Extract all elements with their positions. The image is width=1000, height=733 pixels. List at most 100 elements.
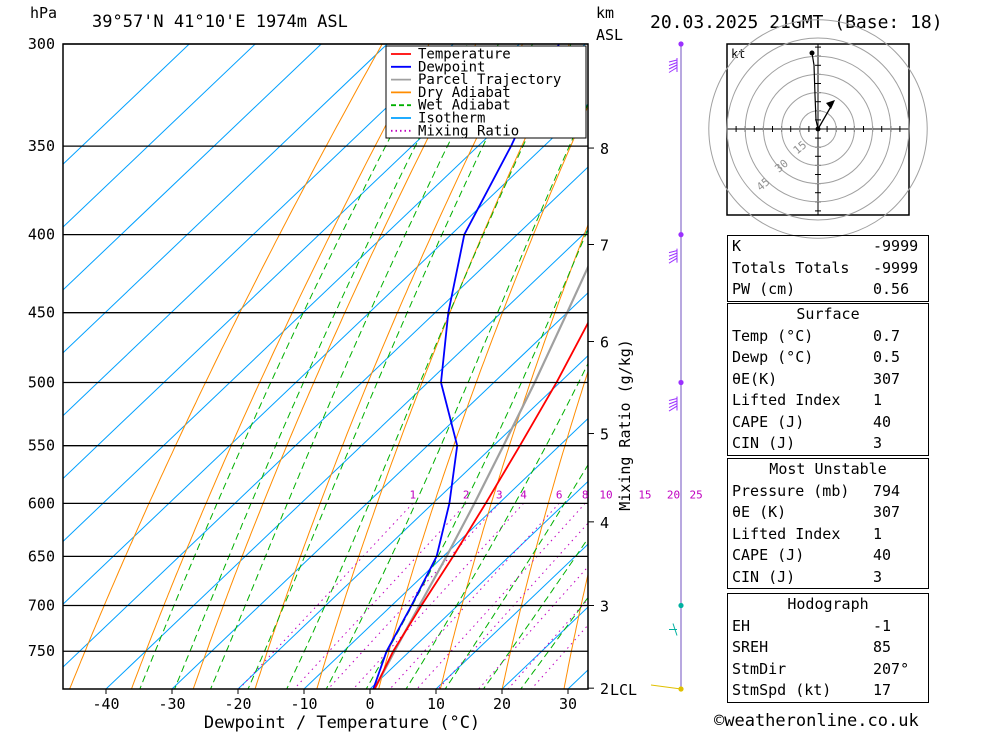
km-tick-label: 3 bbox=[600, 597, 609, 615]
mixing-ratio-label: 10 bbox=[599, 488, 612, 501]
mixing-ratio-label: 20 bbox=[667, 488, 680, 501]
x-axis-title: Dewpoint / Temperature (°C) bbox=[204, 713, 480, 733]
hodo-row-stmspd: StmSpd (kt) 17 bbox=[732, 681, 892, 699]
mixing-ratio-line bbox=[531, 624, 588, 689]
isotherm-line bbox=[105, 229, 588, 689]
wet-adiabat-line bbox=[405, 362, 588, 689]
km-unit-label: km bbox=[596, 4, 615, 22]
hodograph-ring bbox=[762, 73, 874, 185]
dry-adiabat-line bbox=[130, 44, 430, 689]
hpa-unit-label: hPa bbox=[30, 4, 58, 22]
dry-adiabat-line bbox=[69, 44, 383, 689]
surface-row-theta-e: θE(K) 307 bbox=[732, 369, 901, 388]
pressure-tick-label: 550 bbox=[28, 437, 55, 455]
legend-label: Mixing Ratio bbox=[418, 123, 519, 139]
dry-adiabat-line bbox=[316, 44, 570, 689]
wind-level-dot bbox=[678, 602, 684, 609]
mixing-ratio-line bbox=[327, 502, 500, 689]
wet-adiabat-line bbox=[174, 44, 469, 689]
mu-row-theta-e: θE (K) 307 bbox=[732, 503, 901, 521]
isotherm-line bbox=[63, 44, 322, 291]
wind-barb bbox=[668, 398, 678, 402]
asl-unit-label: ASL bbox=[596, 26, 624, 44]
wet-adiabat-line bbox=[210, 44, 499, 689]
temp-tick-label: 0 bbox=[365, 695, 374, 713]
hodo-row-eh: EH -1 bbox=[732, 616, 892, 635]
mixing-ratio-line bbox=[293, 502, 467, 689]
wind-barb bbox=[668, 62, 678, 66]
hodograph-trace bbox=[811, 52, 819, 130]
mixing-ratio-line bbox=[238, 502, 414, 689]
isotherm-line bbox=[63, 44, 454, 417]
wind-barb bbox=[668, 252, 678, 257]
legend-label: Wet Adiabat bbox=[418, 98, 511, 114]
temp-tick-label: -40 bbox=[92, 695, 119, 713]
isotherm-line bbox=[63, 103, 588, 605]
pressure-tick-label: 450 bbox=[28, 304, 55, 322]
mixing-ratio-label: 6 bbox=[556, 488, 563, 501]
temp-tick-label: -30 bbox=[158, 695, 185, 713]
hodograph-origin bbox=[815, 126, 821, 132]
index-row-pw: PW (cm) 0.56 bbox=[732, 280, 910, 298]
lcl-label: LCL bbox=[610, 681, 637, 699]
surface-table: Surface Temp (°C) 0.7 Dewp (°C) 0.5 θE(K) 3… bbox=[727, 303, 929, 456]
dry-adiabat-line bbox=[563, 572, 588, 689]
hodograph-top-marker bbox=[809, 50, 815, 56]
dry-adiabat-line bbox=[935, 44, 1000, 689]
wind-level-dot bbox=[678, 379, 684, 386]
isotherm-line bbox=[435, 543, 588, 689]
pressure-tick-label: 600 bbox=[28, 494, 55, 512]
wind-barb bbox=[668, 405, 678, 412]
wind-barb bbox=[668, 257, 678, 264]
hodograph-ring bbox=[799, 110, 837, 148]
surface-row-lifted-index: Lifted Index 1 bbox=[732, 391, 883, 409]
pressure-tick-label: 400 bbox=[28, 226, 55, 244]
pressure-tick-label: 750 bbox=[28, 642, 55, 660]
surface-row-cin: CIN (J) 3 bbox=[732, 434, 883, 452]
wet-adiabat-line bbox=[286, 44, 572, 689]
isotherm-line bbox=[369, 480, 588, 689]
dry-adiabat-line bbox=[997, 44, 1000, 689]
credit-link[interactable]: ©weatheronline.co.uk bbox=[714, 711, 919, 731]
hodograph-ring bbox=[744, 55, 892, 203]
mixing-ratio-label: 1 bbox=[409, 488, 416, 501]
hodograph-ring bbox=[708, 19, 928, 239]
wet-adiabat-line bbox=[139, 44, 440, 689]
legend-label: Dewpoint bbox=[418, 59, 485, 75]
wind-barb bbox=[668, 64, 678, 70]
hodograph-ring bbox=[781, 92, 855, 166]
pressure-tick-label: 500 bbox=[28, 374, 55, 392]
mu-row-lifted-index: Lifted Index 1 bbox=[732, 524, 883, 543]
wind-level-dot bbox=[678, 232, 684, 238]
isotherm-line bbox=[63, 44, 256, 228]
pressure-tick-label: 650 bbox=[28, 547, 55, 565]
location-title: 39°57'N 41°10'E 1974m ASL bbox=[92, 12, 348, 32]
wind-barb bbox=[650, 684, 682, 690]
mu-row-cape: CAPE (J) 40 bbox=[732, 546, 892, 564]
hodograph-stats-title: Hodograph bbox=[787, 595, 869, 613]
wind-barb bbox=[668, 403, 678, 408]
pressure-tick-label: 700 bbox=[28, 596, 55, 614]
pressure-tick-label: 350 bbox=[28, 137, 55, 155]
surface-row-cape: CAPE (J) 40 bbox=[732, 412, 892, 431]
dry-adiabat-line bbox=[378, 105, 588, 689]
dry-adiabat-line bbox=[192, 44, 477, 689]
index-row-totals: Totals Totals -9999 bbox=[732, 258, 919, 277]
hodo-row-stmdir: StmDir 207° bbox=[732, 659, 910, 678]
wet-adiabat-line bbox=[247, 44, 533, 689]
surface-row-temp: Temp (°C) 0.7 bbox=[732, 326, 901, 345]
wind-barb bbox=[668, 250, 678, 254]
surface-title: Surface bbox=[796, 305, 860, 323]
dry-adiabat-line bbox=[439, 223, 588, 689]
hodograph-stats-table: Hodograph EH -1 SREH 85 StmDir 207° StmSpd … bbox=[727, 593, 929, 703]
dry-adiabat-line bbox=[501, 369, 588, 689]
wind-barb bbox=[668, 255, 678, 261]
km-tick-label: 6 bbox=[600, 334, 609, 352]
most-unstable-title: Most Unstable bbox=[769, 460, 887, 478]
temp-tick-label: -10 bbox=[290, 695, 317, 713]
pressure-tick-label: 300 bbox=[28, 35, 55, 53]
legend-label: Temperature bbox=[418, 47, 511, 63]
